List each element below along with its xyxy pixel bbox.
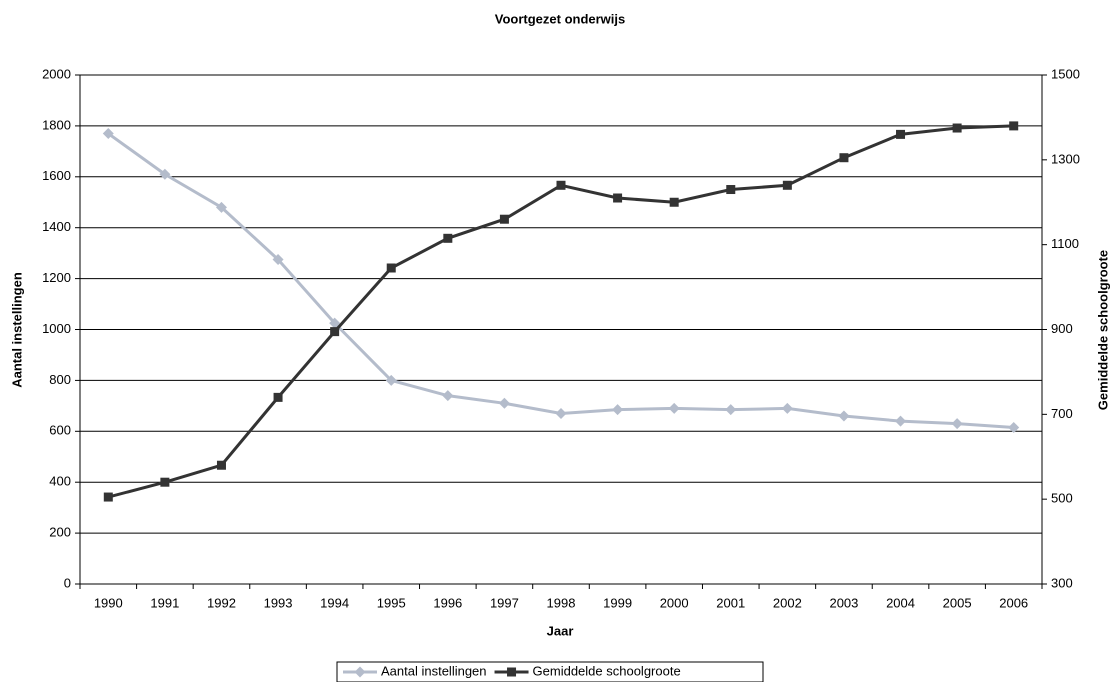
point — [386, 263, 396, 273]
point — [556, 180, 566, 190]
y-tick-label: 800 — [49, 372, 71, 387]
point — [216, 460, 226, 470]
point — [895, 415, 907, 427]
point — [442, 390, 454, 402]
x-tick-label: 1990 — [94, 595, 123, 610]
y2-tick-label: 900 — [1051, 321, 1073, 336]
legend-box — [336, 661, 764, 682]
y-tick-label: 1400 — [42, 219, 71, 234]
y2-tick-label: 1300 — [1051, 151, 1080, 166]
point — [613, 193, 623, 203]
point — [159, 168, 171, 180]
y-tick-label: 600 — [49, 423, 71, 438]
x-tick-label: 1996 — [433, 595, 462, 610]
y-tick-label: 1000 — [42, 321, 71, 336]
point — [330, 327, 340, 337]
point — [329, 317, 341, 329]
x-tick-label: 2001 — [716, 595, 745, 610]
x-tick-label: 2005 — [943, 595, 972, 610]
y2-tick-label: 1100 — [1051, 236, 1079, 251]
legend-label: Gemiddelde schoolgroote — [533, 663, 681, 678]
x-tick-label: 2003 — [829, 595, 858, 610]
point — [215, 201, 227, 213]
x-tick-label: 1993 — [264, 595, 293, 610]
point — [668, 402, 680, 414]
point — [839, 153, 849, 163]
y2-axis-label: Gemiddelde schoolgroote — [1095, 250, 1110, 410]
point — [896, 129, 906, 139]
y2-tick-label: 700 — [1051, 406, 1073, 421]
point — [555, 407, 567, 419]
x-tick-label: 1997 — [490, 595, 519, 610]
chart-title: Voortgezet onderwijs — [495, 11, 626, 26]
y2-tick-label: 1500 — [1051, 66, 1080, 81]
y2-tick-label: 300 — [1051, 575, 1073, 590]
point — [726, 185, 736, 195]
line — [107, 132, 1014, 429]
y-axis-label: Aantal instellingen — [9, 272, 24, 388]
y-tick-label: 1600 — [42, 168, 71, 183]
x-tick-label: 2004 — [886, 595, 915, 610]
y-tick-label: 1200 — [42, 270, 71, 285]
legend-marker — [507, 667, 517, 677]
y-tick-label: 0 — [64, 575, 71, 590]
y-tick-label: 200 — [49, 525, 71, 540]
point — [160, 477, 170, 487]
point — [951, 418, 963, 430]
point — [443, 233, 453, 243]
x-tick-label: 1994 — [320, 595, 349, 610]
y-tick-label: 400 — [49, 474, 71, 489]
x-tick-label: 1998 — [547, 595, 576, 610]
point — [782, 180, 792, 190]
point — [272, 254, 284, 266]
x-tick-label: 1999 — [603, 595, 632, 610]
y-tick-label: 2000 — [42, 66, 71, 81]
point — [781, 402, 793, 414]
point — [102, 128, 114, 140]
point — [725, 404, 737, 416]
point — [103, 492, 113, 502]
point — [669, 197, 679, 207]
point — [838, 410, 850, 422]
point — [1009, 121, 1019, 131]
x-axis-label: Jaar — [547, 623, 574, 638]
point — [273, 392, 283, 402]
x-tick-label: 1995 — [377, 595, 406, 610]
x-tick-label: 2006 — [999, 595, 1028, 610]
y-tick-label: 1800 — [42, 117, 71, 132]
point — [385, 374, 397, 386]
legend-label: Aantal instellingen — [381, 663, 487, 678]
point — [499, 214, 509, 224]
x-tick-label: 1992 — [207, 595, 236, 610]
x-tick-label: 1991 — [150, 595, 179, 610]
point — [952, 123, 962, 133]
legend-marker — [354, 666, 366, 678]
point — [612, 404, 624, 416]
y2-tick-label: 500 — [1051, 491, 1073, 506]
point — [498, 397, 510, 409]
x-tick-label: 2002 — [773, 595, 802, 610]
x-tick-label: 2000 — [660, 595, 689, 610]
point — [1008, 421, 1020, 433]
